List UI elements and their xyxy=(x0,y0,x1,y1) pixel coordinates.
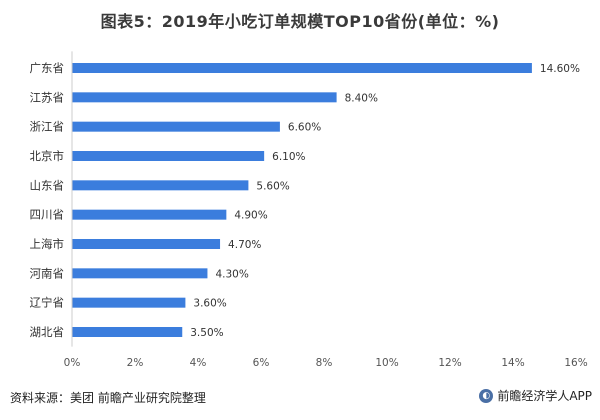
bar xyxy=(72,121,280,132)
category-label: 上海市 xyxy=(30,237,65,251)
category-label: 河南省 xyxy=(30,266,65,280)
qianzhan-logo-icon: ◐ xyxy=(479,388,494,403)
data-label: 14.60% xyxy=(540,63,580,75)
bar xyxy=(72,180,249,191)
x-axis: 0% 2% 4% 6% 8% 10% 12% 14% 16% xyxy=(64,51,588,369)
x-tick-label: 12% xyxy=(438,357,461,369)
category-label: 北京市 xyxy=(30,149,65,163)
data-label: 3.50% xyxy=(190,327,223,339)
value-labels: 14.60% 8.40% 6.60% 6.10% 5.60% 4.90% 4.70% 4.30… xyxy=(190,63,580,339)
x-tick-label: 4% xyxy=(190,357,207,369)
bars xyxy=(72,63,532,337)
data-label: 4.90% xyxy=(234,210,267,222)
data-label: 8.40% xyxy=(345,92,378,104)
x-tick-label: 2% xyxy=(127,357,144,369)
bar xyxy=(72,92,337,103)
category-label: 四川省 xyxy=(30,208,65,222)
brand-name: 前瞻经济学人APP xyxy=(497,389,592,403)
data-label: 4.70% xyxy=(228,239,261,251)
bar xyxy=(72,63,532,73)
data-label: 3.60% xyxy=(193,298,226,310)
bar xyxy=(72,239,221,249)
x-tick-label: 6% xyxy=(253,357,270,369)
x-tick-label: 8% xyxy=(316,357,333,369)
category-label: 湖北省 xyxy=(30,325,65,339)
bar xyxy=(72,151,265,161)
category-label: 辽宁省 xyxy=(30,296,65,310)
category-label: 浙江省 xyxy=(30,120,65,134)
data-label: 5.60% xyxy=(256,180,289,192)
bar xyxy=(72,297,186,308)
data-label: 6.60% xyxy=(288,122,321,134)
x-tick-label: 10% xyxy=(375,357,398,369)
bar xyxy=(72,268,208,279)
data-label: 6.10% xyxy=(272,151,305,163)
x-tick-label: 16% xyxy=(564,357,587,369)
source-note: 资料来源：美团 前瞻产业研究院整理 xyxy=(10,391,206,405)
x-tick-label: 14% xyxy=(501,357,524,369)
category-label: 江苏省 xyxy=(30,90,65,104)
category-label: 广东省 xyxy=(30,61,65,75)
chart-title: 图表5：2019年小吃订单规模TOP10省份(单位：%) xyxy=(100,12,500,31)
brand-credit: ◐ 前瞻经济学人APP xyxy=(479,387,592,404)
category-label: 山东省 xyxy=(30,178,65,192)
bar xyxy=(72,327,183,337)
data-label: 4.30% xyxy=(215,268,248,280)
bar xyxy=(72,209,227,220)
x-tick-label: 0% xyxy=(64,357,81,369)
